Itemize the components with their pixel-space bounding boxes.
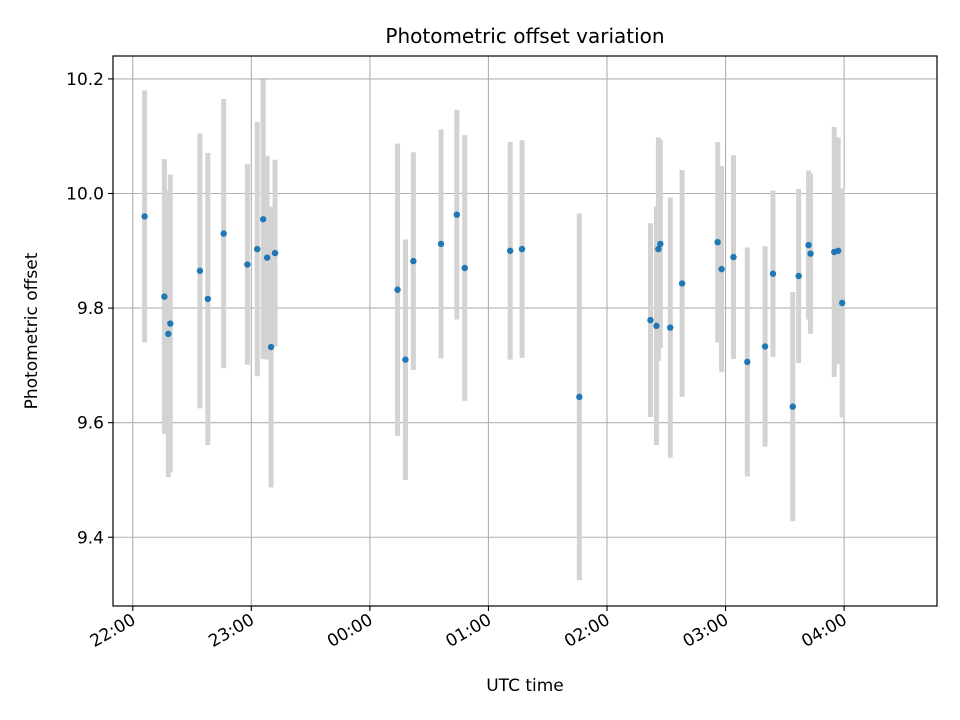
data-point (220, 230, 227, 237)
data-point (653, 322, 660, 330)
data-point (167, 320, 174, 327)
data-point (263, 254, 271, 261)
data-point (271, 249, 279, 257)
data-point (789, 403, 796, 410)
data-point (141, 213, 148, 220)
data-point (730, 253, 737, 261)
data-point (838, 299, 846, 307)
data-point (834, 247, 842, 254)
data-point (410, 257, 417, 265)
data-points (141, 211, 846, 410)
data-point (667, 324, 674, 331)
data-point (453, 211, 461, 218)
data-point (461, 264, 468, 272)
data-point (795, 272, 802, 280)
data-point (657, 240, 664, 248)
data-point (204, 295, 212, 303)
data-point (718, 265, 725, 273)
axes-frame (112, 55, 938, 607)
y-tick-label: 10.2 (66, 70, 104, 90)
data-point (647, 316, 654, 324)
x-axis-label: UTC time (486, 676, 564, 696)
y-axis-label: Photometric offset (22, 252, 42, 409)
data-point (807, 250, 814, 257)
data-point (805, 241, 812, 249)
chart-title: Photometric offset variation (385, 24, 664, 48)
data-point (259, 216, 267, 223)
data-point (244, 261, 251, 268)
data-point (196, 267, 204, 275)
data-point (769, 270, 777, 277)
y-tick-label: 9.8 (77, 299, 104, 319)
y-tick-label: 9.4 (77, 528, 104, 548)
data-point (254, 245, 261, 253)
data-point (506, 247, 514, 254)
y-tick-label: 9.6 (77, 414, 104, 434)
data-point (161, 293, 168, 300)
data-point (655, 245, 662, 253)
data-point (518, 245, 526, 253)
data-point (267, 343, 275, 351)
y-tick-label: 10.0 (66, 185, 104, 205)
data-point (402, 356, 409, 363)
data-point (437, 240, 445, 248)
data-point (761, 343, 769, 350)
data-point (576, 393, 583, 401)
y-axis-ticks: 9.4 9.6 9.8 10.0 10.2 (66, 70, 113, 548)
data-point (165, 330, 172, 338)
data-point (744, 358, 751, 366)
data-point (678, 280, 686, 287)
data-point (394, 286, 401, 293)
data-point (714, 238, 721, 246)
